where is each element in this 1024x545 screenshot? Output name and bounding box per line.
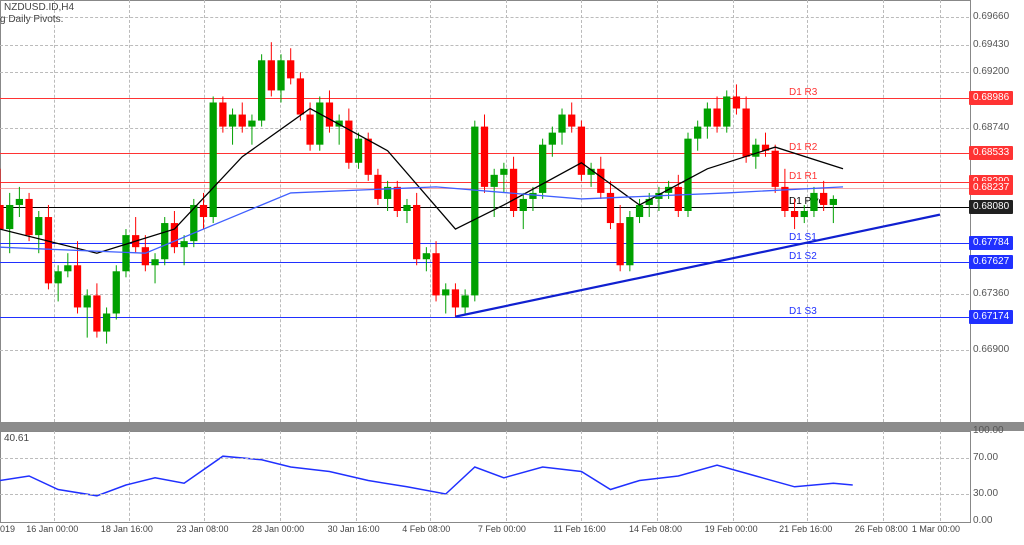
rsi-tick: 100.00 bbox=[973, 425, 1004, 436]
level-label: D1 Pivot bbox=[789, 196, 827, 207]
level-line bbox=[0, 243, 969, 244]
time-tick: 7 Feb 00:00 bbox=[478, 524, 526, 534]
time-tick: 21 Feb 16:00 bbox=[779, 524, 832, 534]
level-line bbox=[0, 182, 969, 183]
time-tick: 28 Jan 00:00 bbox=[252, 524, 304, 534]
price-tick: 0.69430 bbox=[973, 39, 1009, 50]
time-tick: 18 Jan 16:00 bbox=[101, 524, 153, 534]
time-tick: 14 Feb 08:00 bbox=[629, 524, 682, 534]
time-tick: 019 bbox=[0, 524, 15, 534]
time-tick: 11 Feb 16:00 bbox=[553, 524, 605, 534]
level-line bbox=[0, 98, 969, 99]
level-label: D1 R1 bbox=[789, 171, 817, 182]
level-line bbox=[0, 207, 969, 208]
price-tag: 0.67627 bbox=[969, 255, 1013, 269]
time-tick: 23 Jan 08:00 bbox=[176, 524, 228, 534]
rsi-tick: 0.00 bbox=[973, 515, 992, 526]
price-tag: 0.68986 bbox=[969, 91, 1013, 105]
level-line bbox=[0, 153, 969, 154]
rsi-value: 40.61 bbox=[4, 433, 29, 444]
price-tag: 0.68533 bbox=[969, 146, 1013, 160]
level-label: D1 S1 bbox=[789, 232, 817, 243]
level-label: D1 S3 bbox=[789, 306, 817, 317]
rsi-tick: 70.00 bbox=[973, 452, 998, 463]
price-tick: 0.69660 bbox=[973, 11, 1009, 22]
time-tick: 30 Jan 16:00 bbox=[328, 524, 380, 534]
level-label: D1 R2 bbox=[789, 142, 817, 153]
level-line bbox=[0, 188, 969, 189]
time-tick: 4 Feb 08:00 bbox=[402, 524, 450, 534]
price-tick: 0.69200 bbox=[973, 66, 1009, 77]
time-tick: 26 Feb 08:00 bbox=[855, 524, 908, 534]
overlay-layer: 0.69660 0.69430 0.69200 0.68740 0.67360 0.669… bbox=[0, 0, 1024, 545]
chart-stage: { "title_line1": "NZDUSD.ID,H4", "title_… bbox=[0, 0, 1024, 545]
level-label: D1 S2 bbox=[789, 251, 817, 262]
price-tag: 0.67174 bbox=[969, 310, 1013, 324]
price-tick: 0.67360 bbox=[973, 288, 1009, 299]
price-tick: 0.66900 bbox=[973, 344, 1009, 355]
chart-title: NZDUSD.ID,H4 bbox=[4, 2, 74, 13]
time-tick: 19 Feb 00:00 bbox=[705, 524, 758, 534]
time-tick: 16 Jan 00:00 bbox=[26, 524, 78, 534]
price-tick: 0.68740 bbox=[973, 122, 1009, 133]
level-line bbox=[0, 317, 969, 318]
time-tick: 1 Mar 00:00 bbox=[912, 524, 960, 534]
price-tag: 0.68080 bbox=[969, 200, 1013, 214]
chart-subtitle: g Daily Pivots. bbox=[0, 14, 63, 25]
rsi-tick: 30.00 bbox=[973, 488, 998, 499]
price-tag: 0.68237 bbox=[969, 181, 1013, 195]
level-label: D1 R3 bbox=[789, 87, 817, 98]
level-line bbox=[0, 262, 969, 263]
price-tag: 0.67784 bbox=[969, 236, 1013, 250]
